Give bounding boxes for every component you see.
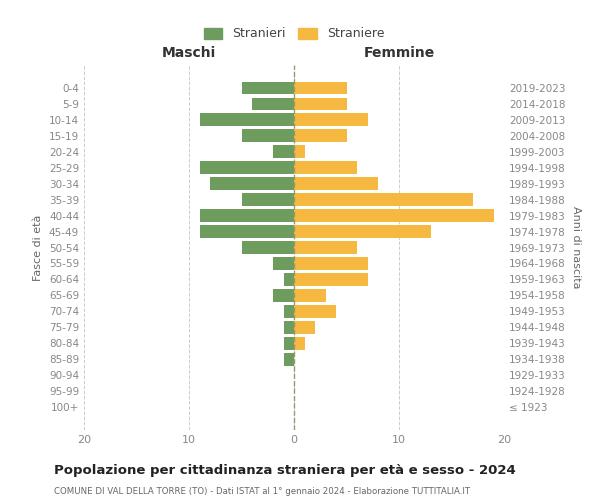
Bar (199, 162, 294, 174)
Bar (210, 178, 294, 190)
Bar (199, 114, 294, 126)
Bar (294, 289, 325, 302)
Y-axis label: Anni di nascita: Anni di nascita (571, 206, 581, 289)
Bar (294, 178, 378, 190)
Legend: Stranieri, Straniere: Stranieri, Straniere (203, 28, 385, 40)
Bar (241, 194, 294, 206)
Text: Maschi: Maschi (162, 46, 216, 60)
Bar (241, 241, 294, 254)
Bar (294, 321, 315, 334)
Bar (294, 209, 493, 222)
Bar (252, 98, 294, 110)
Bar (294, 194, 473, 206)
Bar (241, 130, 294, 142)
Bar (199, 209, 294, 222)
Y-axis label: Fasce di età: Fasce di età (34, 214, 43, 280)
Bar (294, 82, 347, 94)
Bar (284, 321, 294, 334)
Bar (199, 225, 294, 238)
Bar (294, 98, 347, 110)
Bar (241, 82, 294, 94)
Bar (284, 273, 294, 286)
Bar (294, 146, 305, 158)
Bar (284, 337, 294, 349)
Bar (294, 241, 357, 254)
Bar (294, 114, 367, 126)
Bar (294, 162, 357, 174)
Bar (273, 289, 294, 302)
Bar (284, 353, 294, 366)
Bar (294, 337, 305, 349)
Bar (294, 257, 367, 270)
Bar (284, 305, 294, 318)
Bar (273, 146, 294, 158)
Bar (294, 130, 347, 142)
Text: Femmine: Femmine (364, 46, 434, 60)
Bar (294, 273, 367, 286)
Text: Popolazione per cittadinanza straniera per età e sesso - 2024: Popolazione per cittadinanza straniera p… (54, 464, 516, 477)
Bar (294, 305, 336, 318)
Bar (273, 257, 294, 270)
Text: COMUNE DI VAL DELLA TORRE (TO) - Dati ISTAT al 1° gennaio 2024 - Elaborazione TU: COMUNE DI VAL DELLA TORRE (TO) - Dati IS… (54, 488, 470, 496)
Bar (294, 225, 431, 238)
